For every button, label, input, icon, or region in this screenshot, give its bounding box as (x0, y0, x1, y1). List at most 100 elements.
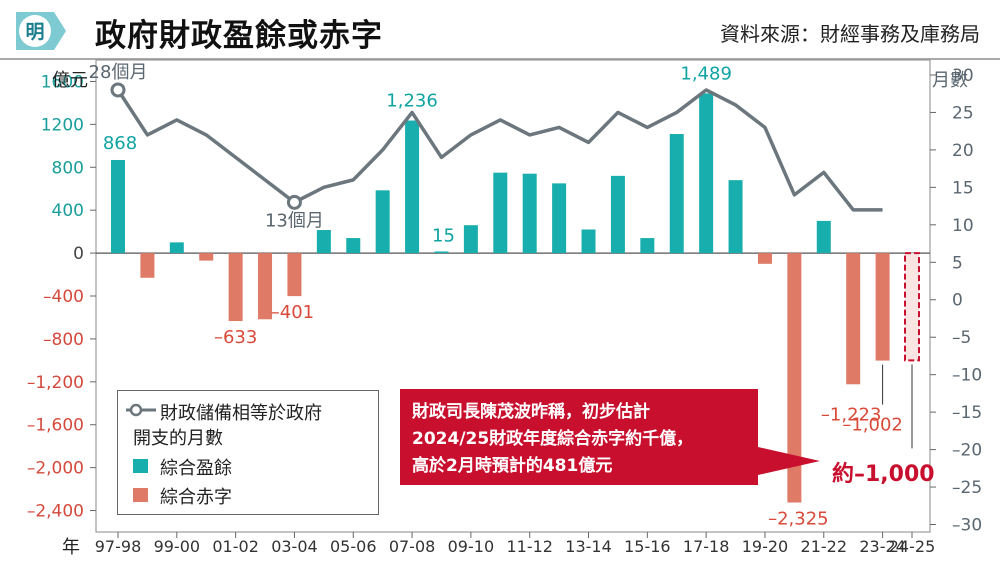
right-tick-label: 5 (952, 253, 963, 273)
bar-value-label: –1,223 (821, 404, 882, 425)
x-tick-label: 11-12 (506, 537, 553, 556)
legend-line-label-2: 開支的月數 (133, 428, 223, 449)
surplus-bar (610, 175, 625, 254)
months-value-label: 13個月 (265, 210, 324, 231)
deficit-bar (140, 253, 155, 278)
callout-line-2: 2024/25財政年度綜合赤字約千億， (412, 429, 694, 449)
surplus-bar (640, 238, 655, 254)
surplus-bar (463, 225, 478, 254)
right-tick-label: 10 (952, 216, 974, 236)
deficit-bar (287, 253, 302, 297)
legend-deficit-swatch (133, 488, 148, 502)
x-tick-label: 97-98 (95, 537, 142, 556)
x-tick-label: 15-16 (624, 537, 671, 556)
bar-value-label: 868 (103, 133, 137, 154)
x-axis-prefix: 年 (62, 537, 80, 558)
deficit-bar (228, 253, 243, 321)
legend-line-label-1: 財政儲備相等於政府 (160, 403, 322, 424)
right-tick-label: 20 (952, 141, 974, 161)
surplus-bar (699, 93, 714, 254)
x-tick-label: 13-14 (565, 537, 612, 556)
deficit-bar (846, 253, 861, 385)
bar-value-label: –401 (271, 302, 314, 323)
x-tick-label: 01-02 (212, 537, 259, 556)
left-tick-label: –400 (43, 287, 84, 307)
legend-deficit-label: 綜合赤字 (160, 487, 232, 508)
x-tick-label: 99-00 (154, 537, 201, 556)
legend: 財政儲備相等於政府 開支的月數 綜合盈餘 綜合赤字 (117, 390, 379, 515)
estimate-label: 約–1,000 (832, 462, 935, 487)
logo-char: 明 (25, 21, 44, 43)
legend-surplus-swatch (133, 459, 148, 473)
legend-line-icon (126, 403, 156, 417)
left-tick-label: 0 (73, 244, 84, 264)
bar-value-label: –1,002 (842, 415, 903, 436)
surplus-bar (552, 183, 567, 254)
chart-title: 政府財政盈餘或赤字 (95, 18, 383, 54)
left-tick-label: 1600 (41, 72, 84, 92)
surplus-bar (728, 180, 743, 254)
x-tick-label: 07-08 (389, 537, 436, 556)
surplus-bar (522, 173, 537, 254)
x-tick-label: 19-20 (742, 537, 789, 556)
surplus-bar (316, 230, 331, 254)
months-point (286, 194, 302, 210)
right-tick-label: 15 (952, 178, 974, 198)
months-point (110, 82, 126, 98)
ming-logo: 明 (16, 12, 66, 50)
deficit-bar (258, 253, 273, 320)
left-tick-label: –1,200 (27, 373, 84, 393)
right-tick-label: –20 (952, 441, 982, 461)
left-tick-label: –1,600 (27, 416, 84, 436)
source-note: 資料來源：財經事務及庫務局 (720, 22, 980, 46)
surplus-bar (816, 220, 831, 254)
bar-value-label: 1,489 (680, 63, 732, 84)
left-tick-label: –2,400 (27, 502, 84, 522)
right-tick-label: 0 (952, 291, 963, 311)
header-rule (0, 58, 1000, 60)
right-tick-label: –10 (952, 366, 982, 386)
right-tick-label: –30 (952, 516, 982, 536)
right-tick-label: –5 (952, 328, 971, 348)
right-tick-label: –25 (952, 478, 982, 498)
x-tick-label: 17-18 (683, 537, 730, 556)
x-tick-label: 05-06 (330, 537, 377, 556)
right-tick-label: 25 (952, 103, 974, 123)
left-tick-label: –800 (43, 330, 84, 350)
right-tick-label: –15 (952, 403, 982, 423)
legend-surplus-label: 綜合盈餘 (160, 458, 232, 479)
deficit-bar (757, 253, 772, 264)
left-axis-unit: 億元 (52, 70, 88, 91)
bar-value-label: –2,325 (768, 509, 829, 530)
surplus-bar (346, 238, 361, 254)
x-tick-label: 23-24 (859, 537, 906, 556)
left-tick-label: –2,000 (27, 459, 84, 479)
deficit-bar (787, 253, 802, 503)
callout-box: 財政司長陳茂波昨稱，初步估計 2024/25財政年度綜合赤字約千億， 高於2月時… (398, 387, 760, 487)
left-tick-label: 400 (52, 201, 84, 221)
left-tick-label: 1200 (41, 115, 84, 135)
surplus-bar (169, 242, 184, 254)
surplus-bar (434, 251, 449, 254)
estimate-bar (904, 252, 920, 362)
surplus-bar (375, 190, 390, 254)
surplus-bar (581, 229, 596, 254)
bar-value-label: 1,236 (386, 91, 438, 112)
x-tick-label: 09-10 (448, 537, 495, 556)
callout-line-3: 高於2月時預計的481億元 (412, 456, 613, 476)
right-axis-unit: 月數 (932, 70, 968, 91)
months-line (116, 88, 883, 212)
bar-value-label: 15 (432, 225, 455, 246)
chart-header: 明 政府財政盈餘或赤字 資料來源：財經事務及庫務局 (0, 0, 1000, 62)
left-tick-label: 800 (52, 158, 84, 178)
deficit-bar (199, 253, 214, 261)
callout-pointer (758, 447, 820, 475)
months-value-label: 28個月 (89, 62, 148, 83)
x-tick-label: 21-22 (801, 537, 848, 556)
surplus-bar (493, 172, 508, 254)
bar-value-label: –633 (214, 327, 257, 348)
x-tick-label: 03-04 (271, 537, 318, 556)
callout-line-1: 財政司長陳茂波昨稱，初步估計 (412, 402, 650, 422)
deficit-bar (875, 253, 890, 361)
